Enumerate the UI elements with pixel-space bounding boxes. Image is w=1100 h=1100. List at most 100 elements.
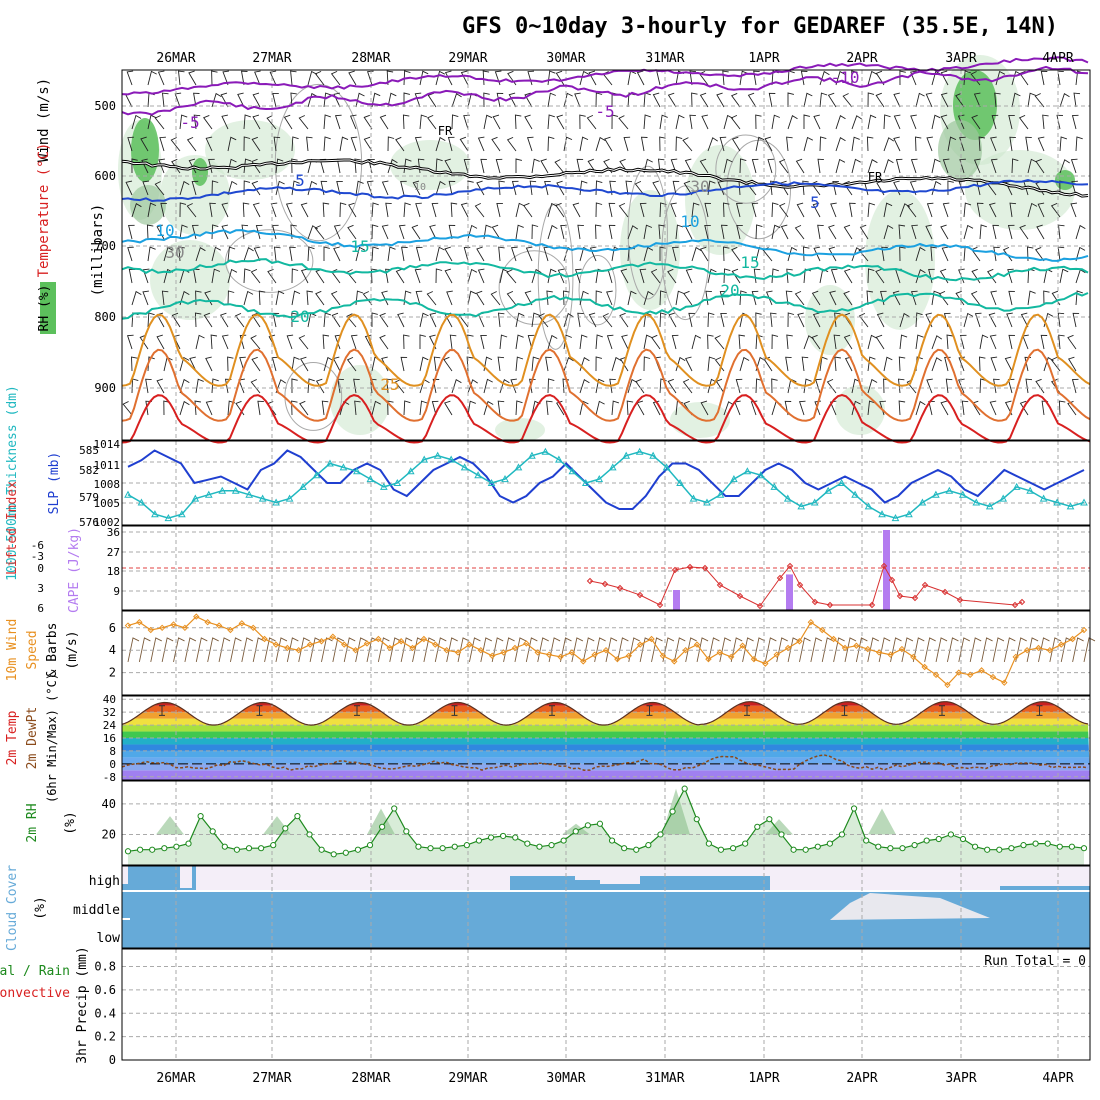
date-label-top: 31MAR (645, 51, 684, 66)
wind10-barb (844, 637, 857, 663)
thickness-marker (164, 514, 173, 522)
wind-barb (812, 312, 821, 328)
lifted-index-tick: -6 (31, 539, 44, 552)
thickness-marker (797, 502, 806, 510)
wind-barb (988, 312, 997, 328)
rh-contour (715, 134, 777, 204)
thickness-marker (608, 463, 617, 471)
wind-barb (835, 70, 846, 86)
wind10-barb (1072, 637, 1084, 663)
cloud-divider (122, 890, 1090, 892)
wind-barb (348, 70, 357, 86)
wind-barb (940, 92, 949, 108)
wind-barb (333, 246, 341, 262)
wind-barb (414, 136, 422, 152)
wind10-speed-marker (1012, 653, 1019, 661)
wind-barb (875, 334, 885, 350)
wind-barb (1022, 334, 1029, 350)
wind-barb (346, 356, 357, 372)
wind10-barb (241, 637, 254, 663)
wind-barb (419, 114, 428, 130)
wind-barb (1009, 136, 1016, 152)
cloud-clear-gap (770, 866, 1000, 890)
contour-label: 15 (740, 253, 759, 272)
date-label-bottom: 26MAR (156, 1071, 195, 1086)
wind10-barb (514, 637, 527, 663)
wind-barb (915, 334, 924, 350)
wind10-speed-marker (261, 635, 268, 643)
lifted-index-tick: -3 (31, 550, 44, 563)
wind-barb (1043, 290, 1050, 306)
wind-barb (159, 136, 166, 152)
precip-ylabel-total: Total / Rain (0, 964, 70, 979)
wind-barb (963, 312, 974, 328)
wind10-speed-marker (921, 663, 928, 671)
wind-barb (240, 70, 248, 86)
wind-barb (211, 378, 219, 394)
wind-barb (971, 114, 981, 130)
rh-marker (451, 843, 458, 850)
wind-barb (450, 202, 458, 218)
date-label-top: 4APR (1042, 51, 1073, 66)
wind-barb (545, 356, 552, 372)
rh-marker (814, 843, 821, 850)
wind-barb (627, 290, 637, 306)
thickness-marker (716, 490, 725, 498)
wind-barb (657, 158, 665, 174)
wind-barb (220, 312, 229, 328)
wind-barb (618, 202, 629, 218)
wind-barb (595, 180, 603, 196)
wind-barb (381, 180, 389, 196)
wind-barb (400, 180, 407, 196)
lifted-index-marker (701, 564, 709, 572)
wind-barb (349, 114, 357, 130)
wind-barb (371, 224, 379, 240)
wind-barb (544, 180, 551, 196)
lifted-index-marker (786, 562, 794, 570)
wind-barb (898, 400, 906, 416)
wind-barb (1075, 136, 1083, 152)
cloud-ylabel-units: (%) (33, 896, 48, 919)
wind10-speed-marker (716, 649, 724, 656)
wind-barb (475, 290, 485, 306)
wind10-speed-marker (625, 652, 632, 660)
wind-barb (636, 70, 645, 86)
wind-barb (576, 158, 584, 174)
wind-barb (1058, 400, 1066, 416)
wind-barb (243, 290, 254, 306)
thickness-marker (447, 455, 455, 463)
wind-barb (785, 356, 792, 372)
wind10-speed-marker (375, 635, 382, 643)
precip-ytick: 0.8 (94, 960, 116, 974)
panel-frame-temp2m (121, 695, 1091, 781)
wind-barb (867, 378, 878, 394)
wind-barb (803, 246, 810, 262)
wind10-speed-marker (352, 646, 359, 654)
wind-barb (883, 202, 893, 218)
thickness-marker (1066, 502, 1075, 510)
wind10-barb (343, 637, 356, 663)
wind-barb (830, 202, 837, 218)
wind-barb (691, 334, 702, 350)
rh-marker (645, 842, 652, 849)
wind10-barb (799, 637, 811, 663)
wind-barb (490, 291, 501, 306)
temp-minmax-marker (841, 705, 848, 716)
wind-barb (619, 356, 629, 372)
wind-barb (254, 70, 261, 86)
wind10-barb (264, 637, 276, 663)
wind-barb (156, 378, 165, 394)
wind-barb (385, 202, 392, 218)
thickness-marker (824, 486, 833, 494)
slp-tick: 1002 (94, 516, 121, 529)
wind-barb (477, 268, 485, 284)
wind-barb (1059, 159, 1070, 174)
wind-barb (895, 158, 903, 174)
wind10-speed-marker (1080, 626, 1088, 634)
wind-barb (435, 180, 446, 196)
wind-barb (154, 181, 165, 196)
wind-barb (275, 180, 285, 196)
wind-barb (959, 158, 966, 174)
wind-barb (547, 334, 558, 350)
wind-barb (227, 246, 236, 262)
